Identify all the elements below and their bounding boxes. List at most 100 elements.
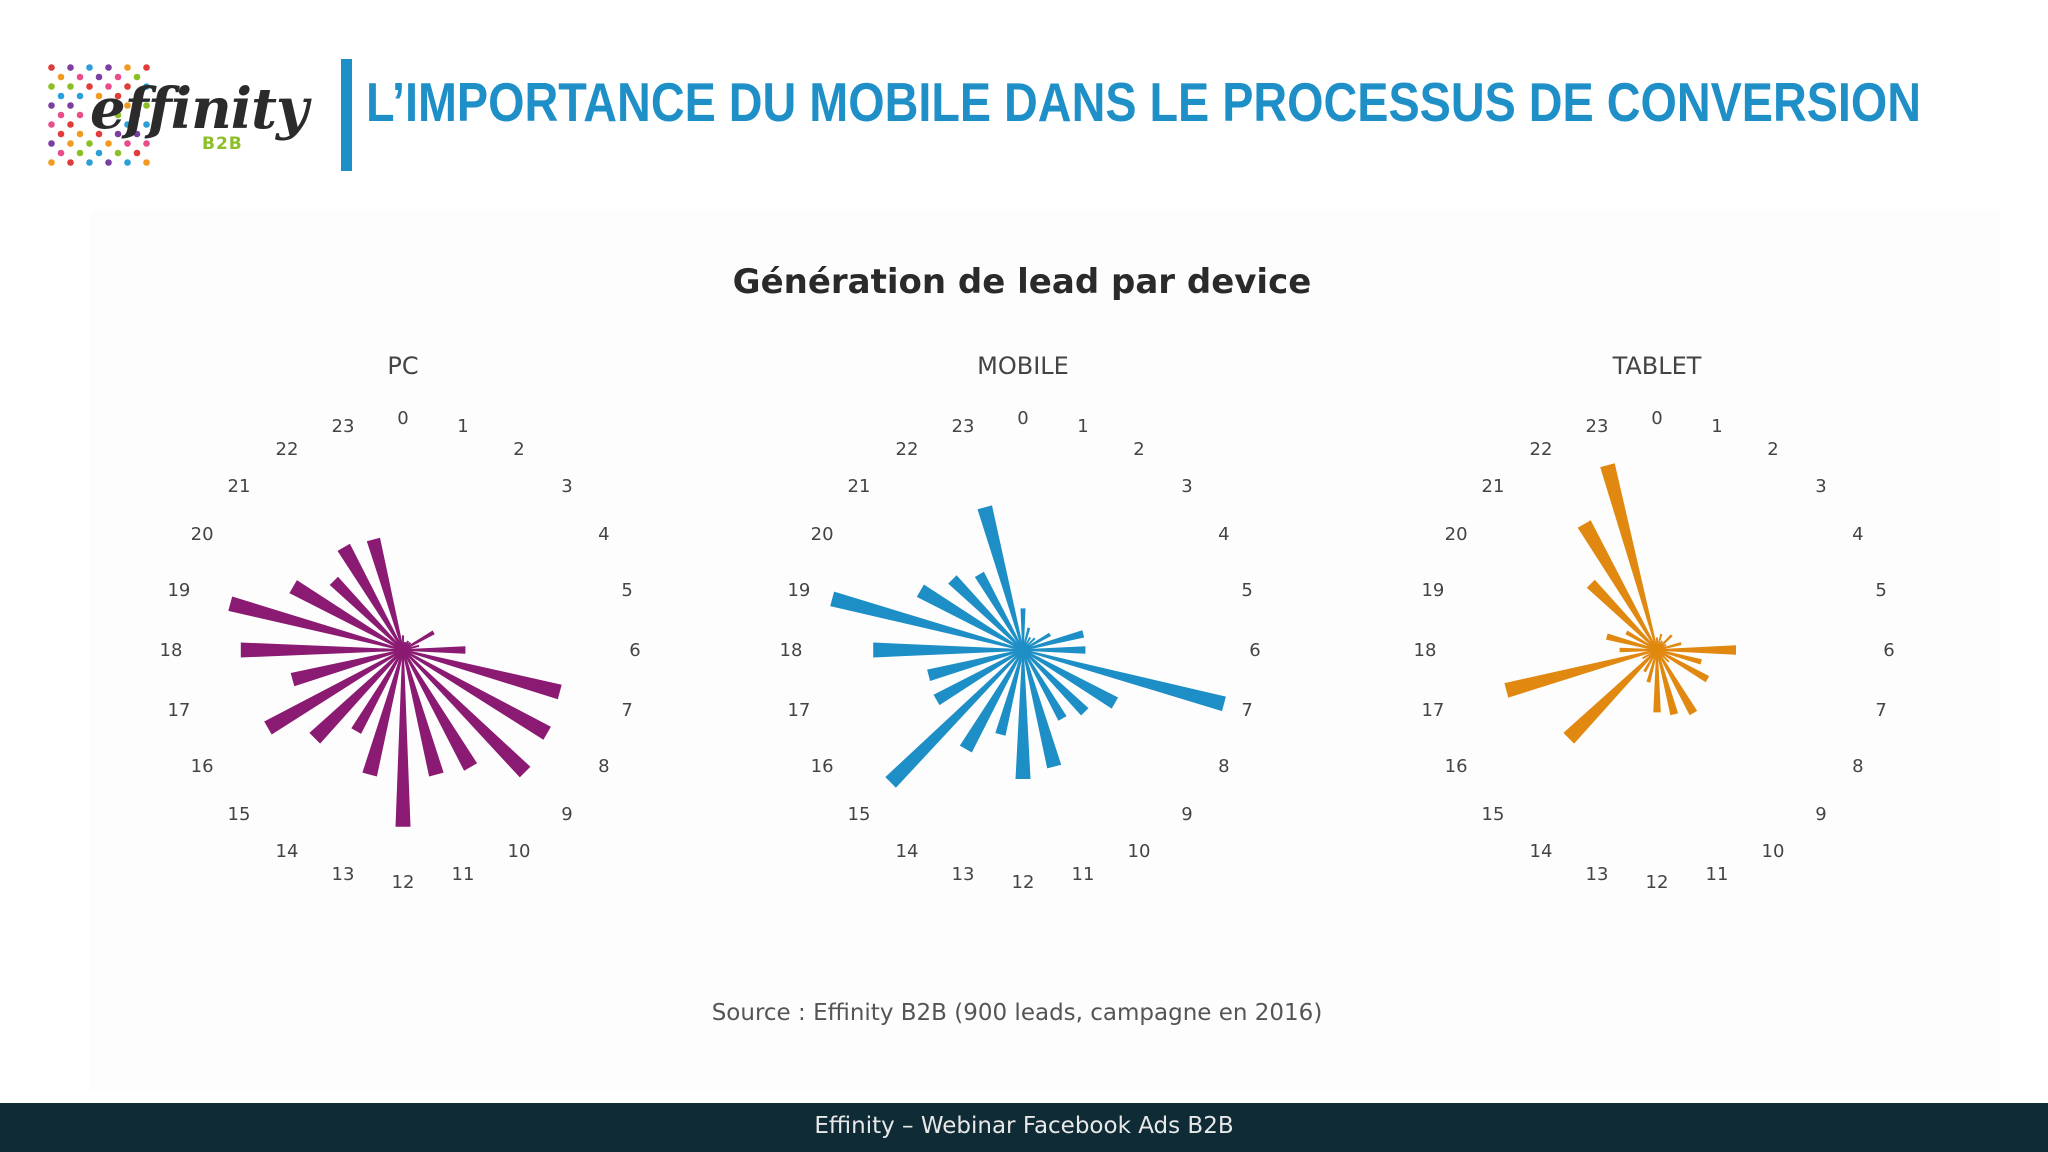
bar-mobile-h12 — [1015, 650, 1031, 779]
bar-mobile-h21 — [948, 575, 1024, 651]
hour-label-6: 6 — [1249, 640, 1260, 661]
hour-label-18: 18 — [160, 640, 183, 661]
hour-label-5: 5 — [1875, 580, 1886, 601]
footer-bar: Effinity – Webinar Facebook Ads B2B — [0, 1103, 2048, 1152]
bar-pc-h15 — [309, 649, 404, 744]
hour-label-23: 23 — [1586, 416, 1609, 437]
logo-dot — [67, 102, 74, 109]
logo-dot — [57, 92, 65, 100]
bar-tablet-h8 — [1656, 649, 1710, 683]
bar-mobile-h2 — [1022, 636, 1032, 651]
hour-label-17: 17 — [787, 700, 810, 721]
logo-dot — [143, 159, 150, 166]
hour-label-16: 16 — [191, 756, 214, 777]
bar-tablet-h19 — [1606, 633, 1658, 651]
hour-label-11: 11 — [1072, 864, 1095, 885]
bar-pc-h16 — [264, 649, 404, 735]
bar-mobile-h8 — [1022, 649, 1119, 709]
bar-mobile-h4 — [1022, 632, 1051, 651]
logo-dot — [86, 140, 93, 147]
hour-label-2: 2 — [1133, 439, 1144, 460]
hour-label-21: 21 — [1482, 476, 1505, 497]
logo-dot — [57, 130, 65, 138]
logo-dot — [114, 73, 122, 81]
bar-tablet-h1 — [1656, 633, 1663, 651]
hour-label-20: 20 — [1445, 524, 1468, 545]
hour-label-1: 1 — [1711, 416, 1722, 437]
hour-label-0: 0 — [1651, 408, 1662, 429]
bar-mobile-h1 — [1022, 627, 1031, 651]
hour-label-14: 14 — [276, 841, 299, 862]
bar-tablet-h17 — [1504, 649, 1658, 698]
logo-dot — [48, 83, 55, 90]
logo-dot — [48, 102, 55, 109]
logo-dot — [133, 73, 141, 81]
logo-wordmark: effinity — [90, 76, 308, 142]
bar-mobile-h3 — [1022, 637, 1036, 651]
logo-dot — [67, 159, 74, 166]
logo-dot — [114, 130, 122, 138]
bar-tablet-h18 — [1619, 647, 1657, 653]
radial-charts: PC0 1234567891011121314151617181920212223… — [160, 352, 1895, 893]
logo-dot — [105, 159, 112, 166]
bar-tablet-h13 — [1646, 649, 1658, 683]
hour-label-7: 7 — [621, 700, 632, 721]
hour-label-8: 8 — [598, 756, 609, 777]
hour-label-20: 20 — [811, 524, 834, 545]
hour-label-4: 4 — [1852, 524, 1863, 545]
hour-label-9: 9 — [561, 804, 572, 825]
hour-label-12: 12 — [1012, 872, 1035, 893]
bar-mobile-h20 — [916, 584, 1024, 651]
logo-dot — [76, 92, 84, 100]
logo-dot — [114, 111, 122, 119]
logo-dot — [124, 83, 131, 90]
hour-label-6: 6 — [629, 640, 640, 661]
logo-dot — [95, 73, 103, 81]
bar-mobile-h19 — [830, 591, 1024, 651]
hour-label-19: 19 — [1421, 580, 1444, 601]
hour-label-4: 4 — [1218, 524, 1229, 545]
bar-mobile-h6 — [1023, 646, 1086, 654]
logo-dot — [76, 130, 84, 138]
bar-pc-h19 — [228, 596, 404, 651]
logo-dot — [67, 121, 74, 128]
logo-dot — [67, 64, 74, 71]
hour-label-18: 18 — [1414, 640, 1437, 661]
bar-mobile-h15 — [885, 649, 1024, 788]
hour-label-21: 21 — [848, 476, 871, 497]
hour-label-10: 10 — [508, 841, 531, 862]
hour-label-13: 13 — [1586, 864, 1609, 885]
bar-tablet-h6 — [1657, 645, 1736, 655]
hour-label-23: 23 — [952, 416, 975, 437]
hour-label-23: 23 — [332, 416, 355, 437]
bar-pc-h13 — [362, 649, 404, 777]
hour-label-4: 4 — [598, 524, 609, 545]
hour-label-9: 9 — [1815, 804, 1826, 825]
logo-dot — [57, 111, 65, 119]
bar-pc-h11 — [402, 649, 444, 777]
bar-tablet-h14 — [1643, 649, 1658, 673]
hour-label-0: 0 — [1017, 408, 1028, 429]
bar-mobile-h10 — [1022, 649, 1067, 721]
hour-label-19: 19 — [167, 580, 190, 601]
bar-mobile-h18 — [873, 642, 1023, 658]
bar-mobile-h17 — [927, 649, 1024, 681]
hour-label-0: 0 — [397, 408, 408, 429]
bar-tablet-h11 — [1656, 649, 1679, 716]
hour-label-8: 8 — [1218, 756, 1229, 777]
logo-dot — [86, 159, 93, 166]
bar-tablet-h7 — [1656, 649, 1702, 665]
hour-label-22: 22 — [276, 439, 299, 460]
hour-label-3: 3 — [1181, 476, 1192, 497]
bar-pc-h10 — [402, 649, 478, 771]
logo-dot — [105, 83, 112, 90]
logo-dot — [76, 73, 84, 81]
panel-title-tablet: TABLET — [1612, 352, 1702, 380]
logo-dot — [124, 159, 131, 166]
hour-label-8: 8 — [1852, 756, 1863, 777]
bar-mobile-h9 — [1022, 649, 1089, 716]
logo-dot — [133, 111, 141, 119]
logo-dot — [143, 102, 150, 109]
bar-pc-h9 — [402, 649, 531, 778]
